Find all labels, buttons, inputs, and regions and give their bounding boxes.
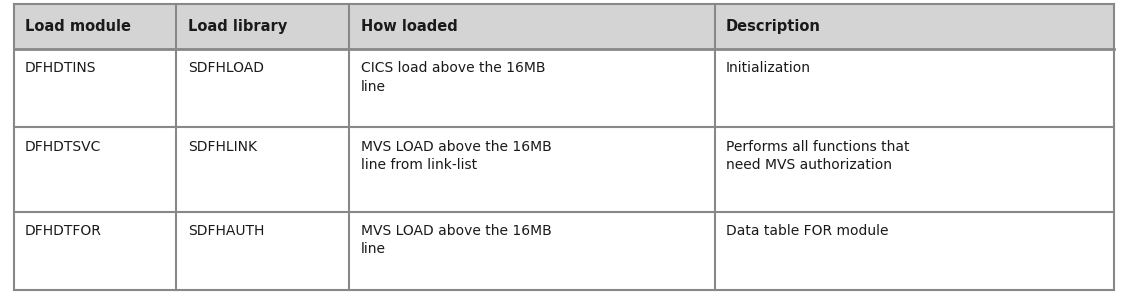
Text: Description: Description bbox=[726, 19, 821, 34]
Text: DFHDTSVC: DFHDTSVC bbox=[25, 140, 102, 154]
Text: Initialization: Initialization bbox=[726, 61, 811, 75]
Text: Performs all functions that
need MVS authorization: Performs all functions that need MVS aut… bbox=[726, 140, 909, 172]
Bar bbox=[350, 4, 715, 49]
Bar bbox=[350, 127, 715, 212]
Bar bbox=[350, 49, 715, 127]
Text: MVS LOAD above the 16MB
line: MVS LOAD above the 16MB line bbox=[361, 224, 552, 256]
Text: SDFHLOAD: SDFHLOAD bbox=[187, 61, 264, 75]
Bar bbox=[176, 212, 350, 290]
Text: MVS LOAD above the 16MB
line from link-list: MVS LOAD above the 16MB line from link-l… bbox=[361, 140, 552, 172]
Text: CICS load above the 16MB
line: CICS load above the 16MB line bbox=[361, 61, 545, 93]
Text: SDFHAUTH: SDFHAUTH bbox=[187, 224, 264, 238]
Bar bbox=[715, 127, 1114, 212]
Bar bbox=[715, 49, 1114, 127]
Text: How loaded: How loaded bbox=[361, 19, 457, 34]
Bar bbox=[176, 49, 350, 127]
Bar bbox=[715, 212, 1114, 290]
Text: DFHDTINS: DFHDTINS bbox=[25, 61, 96, 75]
Text: Data table FOR module: Data table FOR module bbox=[726, 224, 889, 238]
Bar bbox=[14, 127, 176, 212]
Text: SDFHLINK: SDFHLINK bbox=[187, 140, 257, 154]
Bar bbox=[176, 4, 350, 49]
Bar bbox=[176, 127, 350, 212]
Bar bbox=[715, 4, 1114, 49]
Bar bbox=[14, 49, 176, 127]
Bar bbox=[350, 212, 715, 290]
Text: Load module: Load module bbox=[25, 19, 131, 34]
Bar bbox=[14, 212, 176, 290]
Bar bbox=[14, 4, 176, 49]
Text: Load library: Load library bbox=[187, 19, 287, 34]
Text: DFHDTFOR: DFHDTFOR bbox=[25, 224, 102, 238]
